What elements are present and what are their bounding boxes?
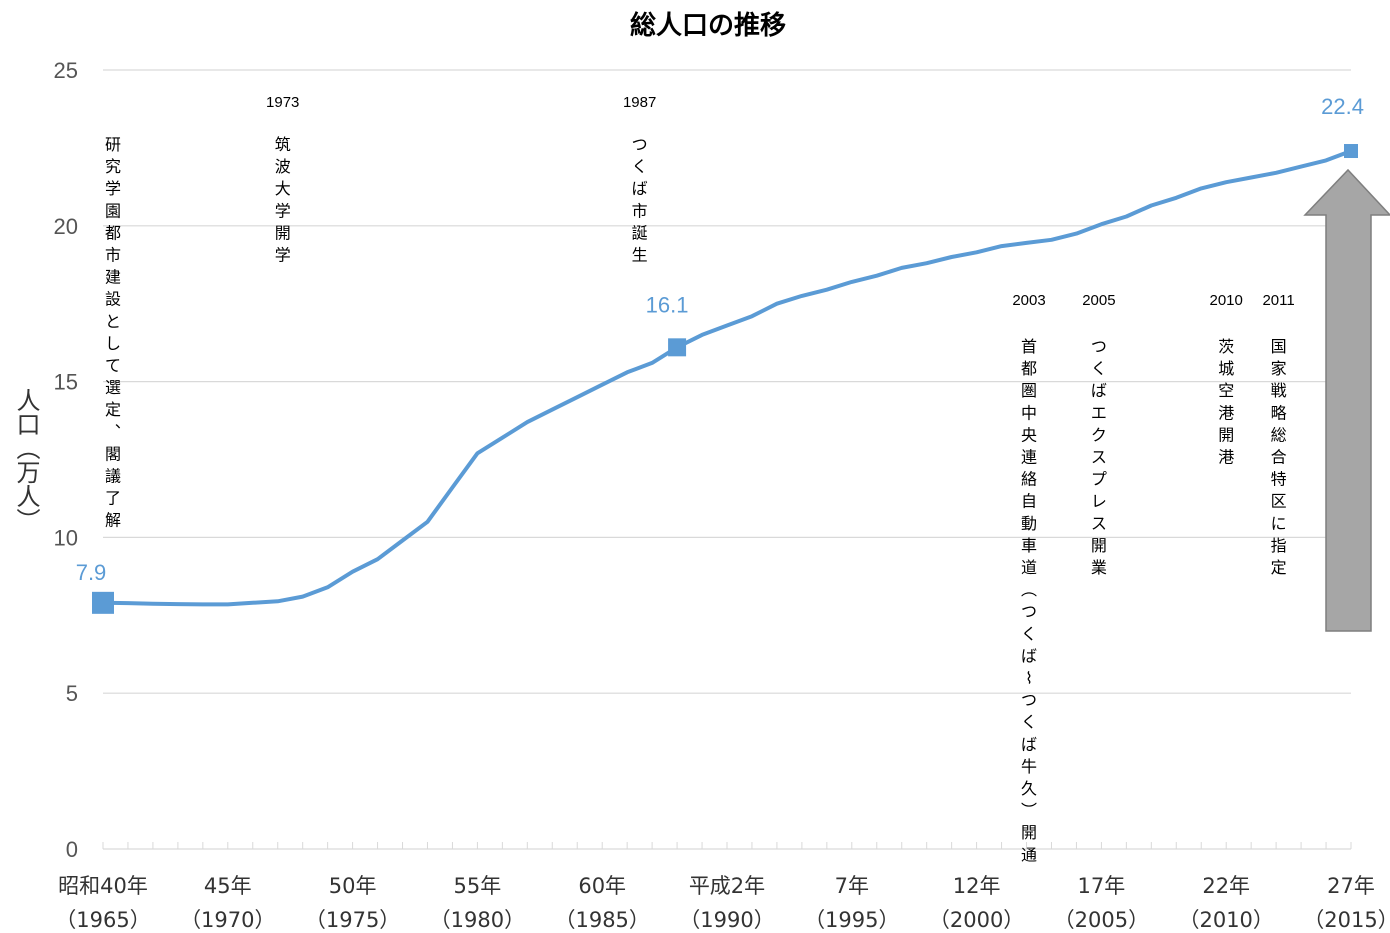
x-tick-sublabel: （2005） <box>1054 908 1149 932</box>
annotation-text: 研究学園都市建設として選定︑閣議了解 <box>105 135 121 530</box>
y-tick-label: 10 <box>54 525 78 550</box>
y-tick-label: 25 <box>54 58 78 83</box>
x-tick-label: 昭和40年 <box>58 874 148 898</box>
data-labels: 7.9 16.1 22.4 <box>76 94 1364 614</box>
x-tick-sublabel: （1995） <box>804 908 899 932</box>
y-tick-label: 20 <box>54 214 78 239</box>
data-marker <box>668 338 687 357</box>
annotation-text: 筑波大学開学 <box>275 135 291 265</box>
y-tick-label: 0 <box>66 837 78 862</box>
population-line <box>101 149 1353 607</box>
gridlines <box>103 69 1351 694</box>
series-line <box>101 149 1353 607</box>
x-tick-sublabel: （1990） <box>679 908 774 932</box>
annotation-text: 首都圏中央連絡自動車道︵つくば⌇つくば牛久︶開通 <box>1021 337 1037 864</box>
x-tick-sublabel: （1975） <box>305 908 400 932</box>
x-tick-label: 60年 <box>578 874 626 898</box>
x-tick-label: 55年 <box>454 874 502 898</box>
x-axis-ticks: 昭和40年 （1965） 45年 （1970） 50年 （1975） 55年 （1980） 60… <box>55 874 1390 932</box>
up-arrow-icon <box>1303 168 1390 632</box>
y-tick-label: 5 <box>66 681 78 706</box>
y-axis-ticks: 0 5 10 15 20 25 <box>54 58 78 862</box>
x-tick-label: 22年 <box>1202 874 1250 898</box>
y-tick-label: 15 <box>54 370 78 395</box>
x-tick-label: 50年 <box>329 874 377 898</box>
data-label: 22.4 <box>1321 94 1364 119</box>
x-tick-label: 7年 <box>835 874 869 898</box>
chart-title: 総人口の推移 <box>630 10 786 41</box>
data-marker <box>1344 144 1358 159</box>
data-label: 7.9 <box>76 560 107 585</box>
annotation-year: 1973 <box>266 94 299 111</box>
annotation-text: つくば市誕生 <box>632 135 648 265</box>
x-axis <box>102 842 1352 850</box>
x-tick-sublabel: （2015） <box>1303 908 1390 932</box>
annotation-year: 2011 <box>1262 292 1294 309</box>
annotation-text: つくばエクスプレス開業 <box>1091 337 1107 577</box>
x-tick-sublabel: （2010） <box>1178 908 1273 932</box>
annotation-year: 2005 <box>1082 292 1115 309</box>
x-tick-sublabel: （2000） <box>929 908 1024 932</box>
x-tick-sublabel: （1980） <box>430 908 525 932</box>
event-annotations: 研究学園都市建設として選定︑閣議了解 1973 筑波大学開学 1987 つくば市誕生 20… <box>105 94 1295 864</box>
x-tick-label: 12年 <box>953 874 1001 898</box>
annotation-year: 1987 <box>623 94 656 111</box>
y-axis-title: 人口（万人） <box>12 388 40 532</box>
x-tick-label: 27年 <box>1327 874 1375 898</box>
trend-arrow-icon <box>1303 168 1390 632</box>
data-label: 16.1 <box>646 292 689 317</box>
annotation-year: 2010 <box>1210 292 1243 309</box>
annotation-text: 茨城空港開港 <box>1218 337 1234 467</box>
x-tick-sublabel: （1970） <box>180 908 275 932</box>
x-tick-label: 平成2年 <box>689 874 765 898</box>
x-tick-label: 45年 <box>204 874 252 898</box>
data-marker <box>92 591 114 614</box>
x-tick-sublabel: （1965） <box>55 908 150 932</box>
annotation-text: 国家戦略総合特区に指定 <box>1271 337 1287 577</box>
x-tick-sublabel: （1985） <box>554 908 649 932</box>
x-tick-label: 17年 <box>1078 874 1126 898</box>
annotation-year: 2003 <box>1012 292 1045 309</box>
